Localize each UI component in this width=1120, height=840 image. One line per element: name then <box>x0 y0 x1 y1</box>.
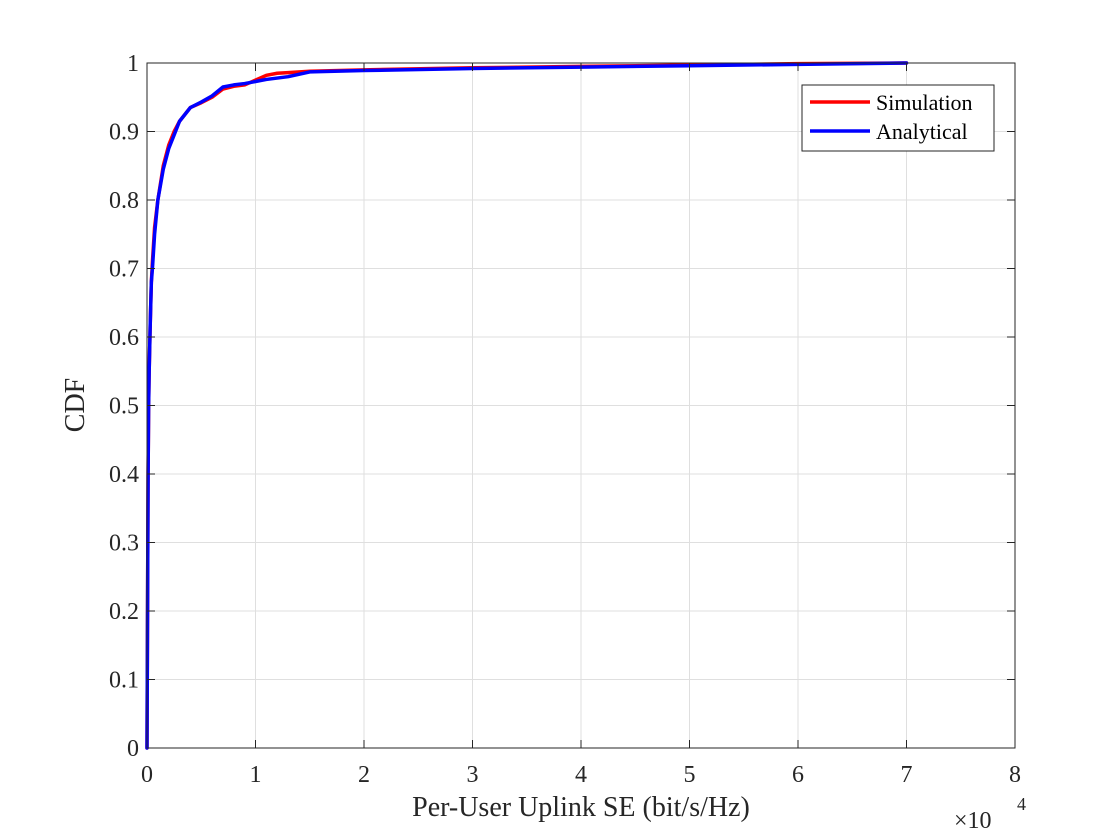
y-tick-label: 0.1 <box>109 668 139 694</box>
grid-lines <box>147 63 1015 748</box>
x-tick-label: 1 <box>250 762 262 788</box>
x-tick-label: 3 <box>467 762 479 788</box>
y-tick-label: 0 <box>127 736 139 762</box>
y-tick-label: 0.2 <box>109 599 139 625</box>
x-tick-label: 5 <box>684 762 696 788</box>
legend: Simulation Analytical <box>801 84 995 152</box>
x-exponent-base: ×10 <box>954 808 992 834</box>
x-tick-label: 8 <box>1009 762 1021 788</box>
legend-label-simulation: Simulation <box>876 90 973 115</box>
series-line-analytical <box>145 61 909 750</box>
y-tick-label: 0.6 <box>109 325 139 351</box>
x-exponent-label: ×10 4 <box>954 794 1026 834</box>
x-tick-labels: 0 1 2 3 4 5 6 7 8 <box>141 762 1021 788</box>
y-tick-label: 0.4 <box>109 462 139 488</box>
x-tick-label: 2 <box>358 762 370 788</box>
y-tick-labels: 0 0.1 0.2 0.3 0.4 0.5 0.6 0.7 0.8 0.9 1 <box>109 51 139 762</box>
legend-box <box>801 84 995 152</box>
y-tick-label: 0.3 <box>109 531 139 557</box>
y-tick-label: 0.8 <box>109 188 139 214</box>
y-axis-title: CDF <box>60 378 91 432</box>
y-tick-label: 0.7 <box>109 257 139 283</box>
x-tick-label: 0 <box>141 762 153 788</box>
x-axis-title: Per-User Uplink SE (bit/s/Hz) <box>412 792 750 823</box>
x-tick-label: 6 <box>792 762 804 788</box>
series-lines <box>145 61 909 750</box>
y-tick-label: 0.5 <box>109 394 139 420</box>
y-tick-label: 1 <box>127 51 139 77</box>
legend-label-analytical: Analytical <box>876 119 968 144</box>
y-tick-label: 0.9 <box>109 120 139 146</box>
x-tick-label: 4 <box>575 762 587 788</box>
x-tick-label: 7 <box>901 762 913 788</box>
axis-ticks <box>146 62 1016 749</box>
x-exponent-power: 4 <box>1017 794 1026 814</box>
